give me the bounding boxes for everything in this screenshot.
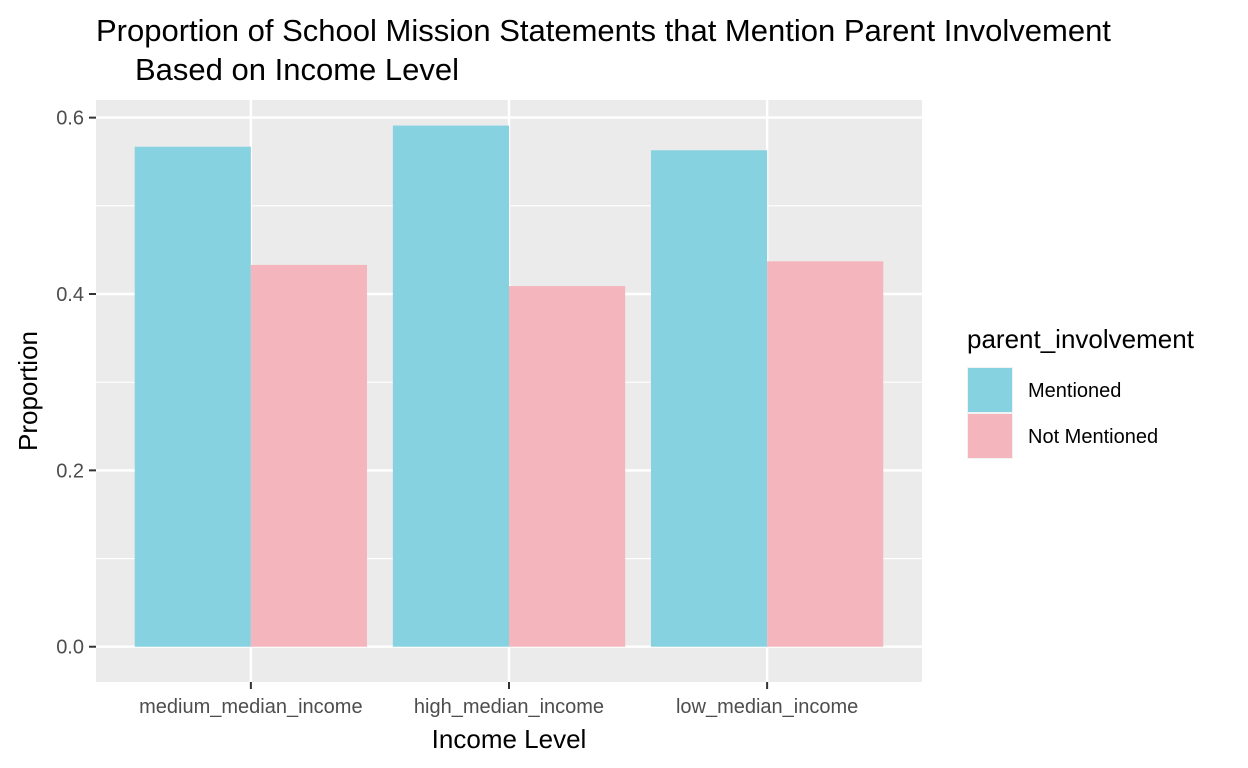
legend-label: Mentioned bbox=[1028, 380, 1121, 402]
legend-label: Not Mentioned bbox=[1028, 426, 1158, 448]
x-tick-label: high_median_income bbox=[414, 696, 604, 718]
y-tick-label: 0.2 bbox=[56, 460, 84, 482]
legend-swatch bbox=[968, 368, 1012, 412]
chart-title: Proportion of School Mission Statements … bbox=[96, 13, 1111, 87]
bar-not-mentioned-medium_median_income bbox=[250, 264, 368, 647]
bar-mentioned-high_median_income bbox=[392, 125, 509, 647]
x-axis: medium_median_income high_median_income lo… bbox=[139, 682, 858, 718]
bar-mentioned-medium_median_income bbox=[134, 146, 251, 647]
bar-mentioned-low_median_income bbox=[650, 150, 768, 647]
bar-not-mentioned-high_median_income bbox=[509, 286, 626, 647]
legend: parent_involvement Mentioned Not Mentione… bbox=[967, 324, 1195, 459]
legend-swatch bbox=[968, 414, 1012, 458]
x-tick-label: medium_median_income bbox=[139, 696, 362, 718]
bars bbox=[134, 125, 884, 647]
bar-not-mentioned-low_median_income bbox=[767, 261, 884, 647]
x-axis-title: Income Level bbox=[432, 724, 587, 754]
y-axis: 0.0 0.2 0.4 0.6 bbox=[56, 108, 96, 659]
y-tick-label: 0.6 bbox=[56, 108, 84, 130]
chart-title-line-2: Based on Income Level bbox=[135, 52, 459, 87]
y-tick-label: 0.0 bbox=[56, 637, 84, 659]
legend-title: parent_involvement bbox=[967, 324, 1195, 354]
x-tick-label: low_median_income bbox=[676, 696, 858, 718]
y-tick-label: 0.4 bbox=[56, 284, 84, 306]
y-axis-title: Proportion bbox=[13, 331, 43, 451]
chart-title-line-1: Proportion of School Mission Statements … bbox=[96, 13, 1111, 48]
